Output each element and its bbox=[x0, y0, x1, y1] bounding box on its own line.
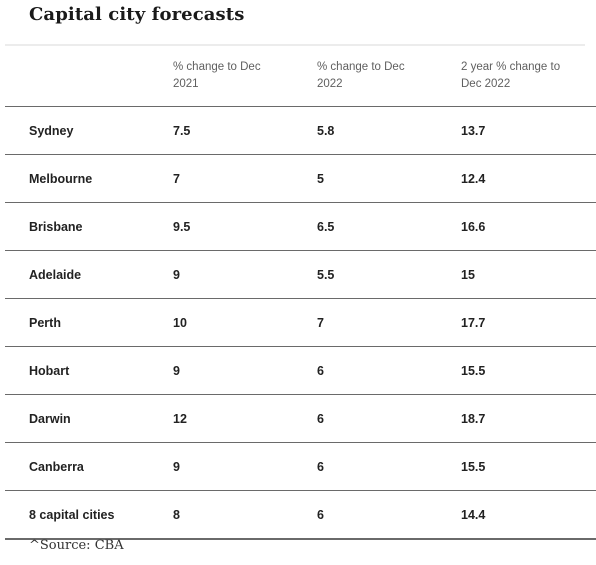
table-row: Perth 10 7 17.7 bbox=[5, 298, 596, 347]
column-header-label: % change to Dec 2022 bbox=[317, 61, 405, 90]
table-row: Sydney 7.5 5.8 13.7 bbox=[5, 106, 596, 155]
value: 6.5 bbox=[317, 219, 335, 234]
city-name: Sydney bbox=[29, 123, 74, 138]
city-name-cell: Darwin bbox=[5, 394, 173, 443]
value-cell: 9 bbox=[173, 250, 317, 299]
city-name: Canberra bbox=[29, 459, 84, 474]
table-header: % change to Dec 2021 % change to Dec 2022… bbox=[5, 46, 596, 107]
header-row: % change to Dec 2021 % change to Dec 2022… bbox=[5, 46, 596, 107]
value-cell: 17.7 bbox=[461, 298, 596, 347]
column-header-0 bbox=[5, 46, 173, 107]
column-header-1: % change to Dec 2021 bbox=[173, 46, 317, 107]
city-name: Adelaide bbox=[29, 267, 82, 282]
value: 14.4 bbox=[461, 507, 486, 522]
city-name: 8 capital cities bbox=[29, 507, 115, 522]
table-row: Hobart 9 6 15.5 bbox=[5, 346, 596, 395]
value: 12.4 bbox=[461, 171, 486, 186]
value-cell: 7 bbox=[173, 154, 317, 203]
value-cell: 15 bbox=[461, 250, 596, 299]
forecast-table-container: % change to Dec 2021 % change to Dec 2022… bbox=[5, 44, 596, 540]
value: 6 bbox=[317, 411, 324, 426]
city-name-cell: Brisbane bbox=[5, 202, 173, 251]
value-cell: 8 bbox=[173, 490, 317, 540]
value: 5.8 bbox=[317, 123, 335, 138]
value: 15.5 bbox=[461, 363, 486, 378]
value: 7 bbox=[317, 315, 324, 330]
table-row: 8 capital cities 8 6 14.4 bbox=[5, 490, 596, 540]
value-cell: 6.5 bbox=[317, 202, 461, 251]
city-name-cell: 8 capital cities bbox=[5, 490, 173, 540]
value: 9 bbox=[173, 267, 180, 282]
value-cell: 18.7 bbox=[461, 394, 596, 443]
value-cell: 16.6 bbox=[461, 202, 596, 251]
value: 16.6 bbox=[461, 219, 486, 234]
value: 9 bbox=[173, 363, 180, 378]
value: 9 bbox=[173, 459, 180, 474]
value-cell: 15.5 bbox=[461, 346, 596, 395]
forecast-table: % change to Dec 2021 % change to Dec 2022… bbox=[5, 46, 596, 540]
value: 6 bbox=[317, 459, 324, 474]
table-row: Darwin 12 6 18.7 bbox=[5, 394, 596, 443]
city-name-cell: Melbourne bbox=[5, 154, 173, 203]
value: 7 bbox=[173, 171, 180, 186]
value-cell: 9 bbox=[173, 346, 317, 395]
value: 9.5 bbox=[173, 219, 191, 234]
value-cell: 5.8 bbox=[317, 106, 461, 155]
value: 5.5 bbox=[317, 267, 335, 282]
value-cell: 13.7 bbox=[461, 106, 596, 155]
value-cell: 7.5 bbox=[173, 106, 317, 155]
value: 18.7 bbox=[461, 411, 486, 426]
value: 5 bbox=[317, 171, 324, 186]
source-note: ^Source: CBA bbox=[29, 538, 124, 553]
value: 15.5 bbox=[461, 459, 486, 474]
value-cell: 12.4 bbox=[461, 154, 596, 203]
value: 8 bbox=[173, 507, 180, 522]
column-header-label: % change to Dec 2021 bbox=[173, 61, 261, 90]
value: 6 bbox=[317, 507, 324, 522]
value: 17.7 bbox=[461, 315, 486, 330]
city-name-cell: Hobart bbox=[5, 346, 173, 395]
value-cell: 9 bbox=[173, 442, 317, 491]
city-name: Hobart bbox=[29, 363, 70, 378]
value: 6 bbox=[317, 363, 324, 378]
value-cell: 7 bbox=[317, 298, 461, 347]
value-cell: 9.5 bbox=[173, 202, 317, 251]
column-header-label: 2 year % change to Dec 2022 bbox=[461, 61, 561, 90]
table-row: Canberra 9 6 15.5 bbox=[5, 442, 596, 491]
city-name-cell: Perth bbox=[5, 298, 173, 347]
value-cell: 5.5 bbox=[317, 250, 461, 299]
value-cell: 6 bbox=[317, 490, 461, 540]
value-cell: 12 bbox=[173, 394, 317, 443]
table-row: Melbourne 7 5 12.4 bbox=[5, 154, 596, 203]
column-header-2: % change to Dec 2022 bbox=[317, 46, 461, 107]
city-name: Darwin bbox=[29, 411, 71, 426]
page-title: Capital city forecasts bbox=[29, 4, 245, 25]
city-name: Melbourne bbox=[29, 171, 93, 186]
value: 13.7 bbox=[461, 123, 486, 138]
value: 12 bbox=[173, 411, 187, 426]
value-cell: 5 bbox=[317, 154, 461, 203]
column-header-3: 2 year % change to Dec 2022 bbox=[461, 46, 596, 107]
value: 15 bbox=[461, 267, 475, 282]
table-body: Sydney 7.5 5.8 13.7 Melbourne 7 5 12.4 Brisbane 9… bbox=[5, 106, 596, 540]
value: 7.5 bbox=[173, 123, 191, 138]
city-name: Perth bbox=[29, 315, 61, 330]
value-cell: 14.4 bbox=[461, 490, 596, 540]
table-row: Adelaide 9 5.5 15 bbox=[5, 250, 596, 299]
value-cell: 6 bbox=[317, 394, 461, 443]
table-row: Brisbane 9.5 6.5 16.6 bbox=[5, 202, 596, 251]
value-cell: 10 bbox=[173, 298, 317, 347]
city-name-cell: Canberra bbox=[5, 442, 173, 491]
city-name: Brisbane bbox=[29, 219, 83, 234]
value: 10 bbox=[173, 315, 187, 330]
value-cell: 6 bbox=[317, 442, 461, 491]
value-cell: 6 bbox=[317, 346, 461, 395]
value-cell: 15.5 bbox=[461, 442, 596, 491]
city-name-cell: Sydney bbox=[5, 106, 173, 155]
city-name-cell: Adelaide bbox=[5, 250, 173, 299]
